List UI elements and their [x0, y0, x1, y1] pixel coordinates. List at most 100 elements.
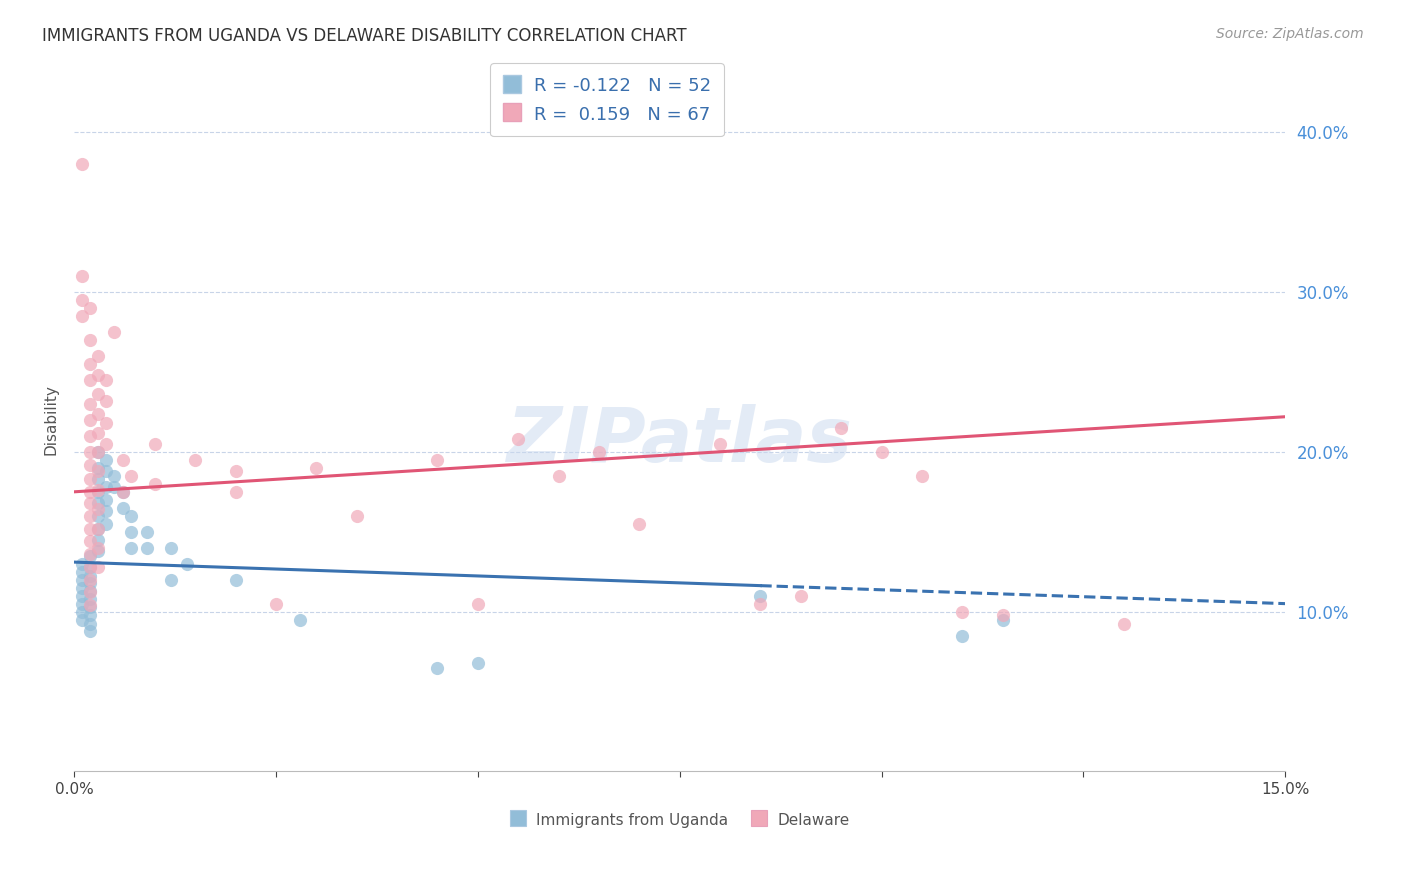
- Point: [830, 421, 852, 435]
- Point: [120, 468, 142, 483]
- Point: [96, 437, 118, 451]
- Point: [87, 522, 110, 536]
- Point: [225, 484, 247, 499]
- Point: [87, 445, 110, 459]
- Point: [79, 560, 101, 574]
- Point: [70, 309, 93, 323]
- Point: [79, 624, 101, 638]
- Legend: Immigrants from Uganda, Delaware: Immigrants from Uganda, Delaware: [503, 805, 855, 834]
- Point: [70, 581, 93, 595]
- Point: [79, 585, 101, 599]
- Text: Source: ZipAtlas.com: Source: ZipAtlas.com: [1216, 27, 1364, 41]
- Point: [950, 629, 973, 643]
- Point: [87, 483, 110, 498]
- Point: [79, 575, 101, 590]
- Point: [87, 502, 110, 516]
- Y-axis label: Disability: Disability: [44, 384, 58, 456]
- Point: [79, 413, 101, 427]
- Point: [79, 397, 101, 411]
- Point: [950, 605, 973, 619]
- Point: [87, 464, 110, 478]
- Point: [87, 484, 110, 499]
- Point: [426, 660, 449, 674]
- Point: [911, 468, 934, 483]
- Point: [87, 496, 110, 510]
- Point: [87, 368, 110, 383]
- Point: [79, 333, 101, 347]
- Point: [87, 533, 110, 547]
- Point: [79, 607, 101, 622]
- Point: [70, 613, 93, 627]
- Point: [135, 524, 157, 539]
- Point: [79, 496, 101, 510]
- Point: [588, 445, 610, 459]
- Point: [79, 599, 101, 614]
- Point: [628, 516, 651, 531]
- Point: [87, 560, 110, 574]
- Point: [111, 484, 134, 499]
- Point: [87, 544, 110, 558]
- Point: [79, 429, 101, 443]
- Text: IMMIGRANTS FROM UGANDA VS DELAWARE DISABILITY CORRELATION CHART: IMMIGRANTS FROM UGANDA VS DELAWARE DISAB…: [42, 27, 686, 45]
- Point: [96, 480, 118, 494]
- Point: [111, 484, 134, 499]
- Point: [87, 508, 110, 523]
- Point: [467, 656, 489, 670]
- Point: [991, 613, 1014, 627]
- Point: [160, 573, 183, 587]
- Point: [870, 445, 893, 459]
- Point: [79, 591, 101, 606]
- Point: [991, 607, 1014, 622]
- Point: [79, 534, 101, 549]
- Point: [426, 453, 449, 467]
- Point: [103, 325, 125, 339]
- Point: [79, 583, 101, 598]
- Point: [79, 508, 101, 523]
- Point: [79, 617, 101, 632]
- Point: [70, 293, 93, 307]
- Point: [87, 541, 110, 555]
- Point: [264, 597, 287, 611]
- Point: [103, 468, 125, 483]
- Point: [120, 524, 142, 539]
- Point: [70, 597, 93, 611]
- Point: [79, 472, 101, 486]
- Point: [1112, 617, 1135, 632]
- Point: [70, 605, 93, 619]
- Point: [79, 373, 101, 387]
- Point: [79, 484, 101, 499]
- Point: [87, 349, 110, 363]
- Point: [70, 589, 93, 603]
- Point: [709, 437, 731, 451]
- Point: [120, 508, 142, 523]
- Point: [547, 468, 569, 483]
- Point: [79, 522, 101, 536]
- Point: [79, 547, 101, 561]
- Point: [225, 573, 247, 587]
- Point: [79, 560, 101, 574]
- Point: [225, 464, 247, 478]
- Point: [96, 464, 118, 478]
- Point: [87, 472, 110, 486]
- Point: [70, 565, 93, 579]
- Point: [79, 599, 101, 613]
- Point: [70, 557, 93, 571]
- Point: [79, 573, 101, 587]
- Point: [79, 458, 101, 472]
- Text: ZIPatlas: ZIPatlas: [506, 404, 852, 478]
- Point: [79, 357, 101, 371]
- Point: [135, 541, 157, 555]
- Point: [467, 597, 489, 611]
- Point: [96, 453, 118, 467]
- Point: [70, 573, 93, 587]
- Point: [96, 492, 118, 507]
- Point: [288, 613, 311, 627]
- Point: [87, 407, 110, 421]
- Point: [305, 461, 328, 475]
- Point: [96, 516, 118, 531]
- Point: [111, 500, 134, 515]
- Point: [143, 437, 166, 451]
- Point: [346, 508, 368, 523]
- Point: [87, 387, 110, 401]
- Point: [70, 269, 93, 284]
